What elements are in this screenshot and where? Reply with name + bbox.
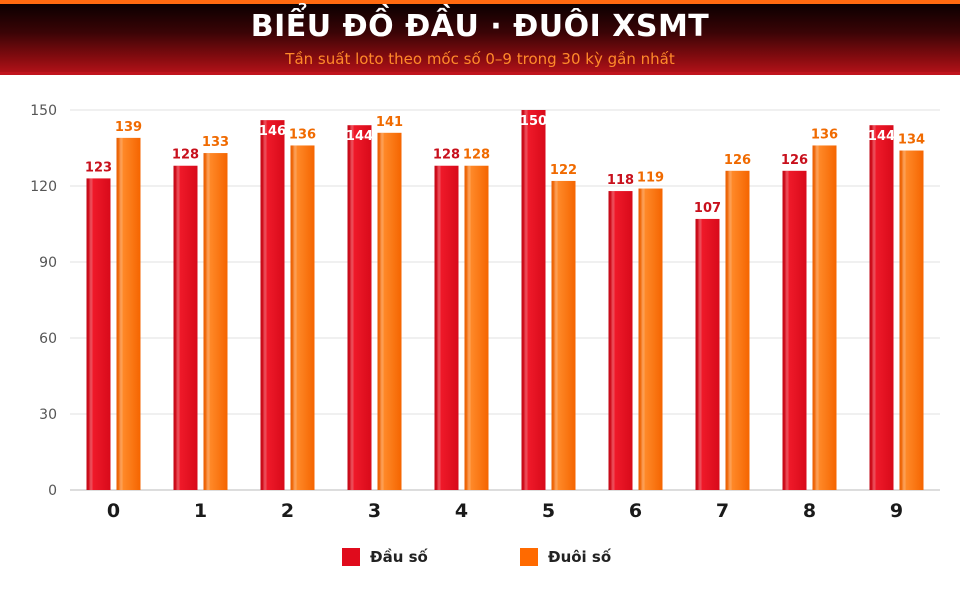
bar-highlight	[785, 170, 789, 491]
bar-highlight	[524, 110, 528, 490]
y-tick-label: 0	[48, 483, 57, 499]
legend-item-dau[interactable]: Đầu số	[342, 546, 428, 568]
bar-duoi-1	[203, 153, 228, 491]
bars	[86, 110, 924, 491]
y-axis-ticks: 0 30 60 90 120 150	[30, 103, 57, 499]
bar-highlight	[350, 125, 354, 490]
x-tick-label: 1	[194, 500, 207, 522]
chart-header: BIỂU ĐỒ ĐẦU · ĐUÔI XSMT Tần suất loto th…	[0, 0, 960, 75]
bar-duoi-0	[116, 137, 141, 490]
bar-duoi-9	[899, 150, 924, 491]
bar-highlight	[263, 120, 267, 490]
bar-dau-2	[260, 120, 285, 490]
x-tick-label: 4	[455, 500, 468, 522]
x-tick-label: 5	[542, 500, 555, 522]
data-label-duoi-2: 136	[289, 127, 316, 142]
bar-highlight	[89, 178, 93, 490]
bar-highlight	[902, 150, 906, 491]
bar-dau-7	[695, 218, 720, 490]
data-label-duoi-5: 122	[550, 163, 577, 178]
bar-highlight	[698, 218, 702, 490]
bar-duoi-6	[638, 188, 663, 491]
bar-dau-0	[86, 178, 111, 490]
bar-duoi-5	[551, 180, 576, 490]
data-label-dau-7: 107	[694, 201, 721, 216]
x-tick-label: 8	[803, 500, 816, 522]
data-label-dau-1: 128	[172, 148, 199, 163]
data-label-dau-6: 118	[607, 173, 634, 188]
data-label-duoi-3: 141	[376, 115, 403, 130]
bar-highlight	[119, 137, 123, 490]
bar-highlight	[206, 153, 210, 491]
x-tick-label: 6	[629, 500, 642, 522]
bar-highlight	[554, 180, 558, 490]
data-label-duoi-4: 128	[463, 148, 490, 163]
data-label-dau-9: 144	[868, 129, 895, 144]
x-tick-label: 2	[281, 500, 294, 522]
chart-title: BIỂU ĐỒ ĐẦU · ĐUÔI XSMT	[250, 9, 710, 44]
legend-swatch-dau	[342, 548, 360, 566]
bar-highlight	[176, 165, 180, 490]
bar-highlight	[815, 145, 819, 490]
data-label-dau-5: 150	[520, 114, 547, 129]
data-label-dau-8: 126	[781, 153, 808, 168]
bar-highlight	[641, 188, 645, 491]
x-tick-label: 9	[890, 500, 903, 522]
bar-highlight	[728, 170, 732, 491]
chart-subtitle: Tần suất loto theo mốc số 0–9 trong 30 k…	[285, 50, 675, 68]
bar-highlight	[293, 145, 297, 490]
y-tick-label: 60	[39, 331, 57, 347]
bar-duoi-7	[725, 170, 750, 491]
x-tick-label: 0	[107, 500, 120, 522]
y-tick-label: 150	[30, 103, 57, 119]
bar-highlight	[380, 132, 384, 491]
bar-duoi-4	[464, 165, 489, 490]
bar-duoi-2	[290, 145, 315, 490]
data-label-duoi-1: 133	[202, 135, 229, 150]
data-label-duoi-8: 136	[811, 127, 838, 142]
x-tick-label: 3	[368, 500, 381, 522]
bar-duoi-8	[812, 145, 837, 490]
grid-lines	[70, 109, 940, 491]
data-label-duoi-7: 126	[724, 153, 751, 168]
bar-highlight	[872, 125, 876, 490]
data-label-dau-2: 146	[259, 124, 286, 139]
bar-dau-9	[869, 125, 894, 490]
bar-dau-5	[521, 110, 546, 490]
bar-highlight	[467, 165, 471, 490]
y-tick-label: 120	[30, 179, 57, 195]
header-divider	[0, 72, 960, 75]
legend-label-duoi: Đuôi số	[548, 548, 612, 566]
data-label-dau-3: 144	[346, 129, 373, 144]
y-tick-label: 30	[39, 407, 57, 423]
x-axis-ticks: 0 1 2 3 4 5 6 7 8 9	[107, 500, 903, 522]
bar-highlight	[611, 191, 615, 491]
bar-dau-8	[782, 170, 807, 491]
bar-dau-3	[347, 125, 372, 490]
legend-label-dau: Đầu số	[370, 548, 428, 566]
data-label-dau-0: 123	[85, 160, 112, 175]
data-label-duoi-0: 139	[115, 120, 142, 135]
x-tick-label: 7	[716, 500, 729, 522]
bar-dau-6	[608, 191, 633, 491]
bar-dau-1	[173, 165, 198, 490]
bar-duoi-3	[377, 132, 402, 491]
y-tick-label: 90	[39, 255, 57, 271]
legend-item-duoi[interactable]: Đuôi số	[520, 546, 611, 568]
data-label-dau-4: 128	[433, 148, 460, 163]
bar-highlight	[437, 165, 441, 490]
data-label-duoi-6: 119	[637, 171, 664, 186]
data-label-duoi-9: 134	[898, 133, 925, 148]
legend-swatch-duoi	[520, 548, 538, 566]
bar-dau-4	[434, 165, 459, 490]
